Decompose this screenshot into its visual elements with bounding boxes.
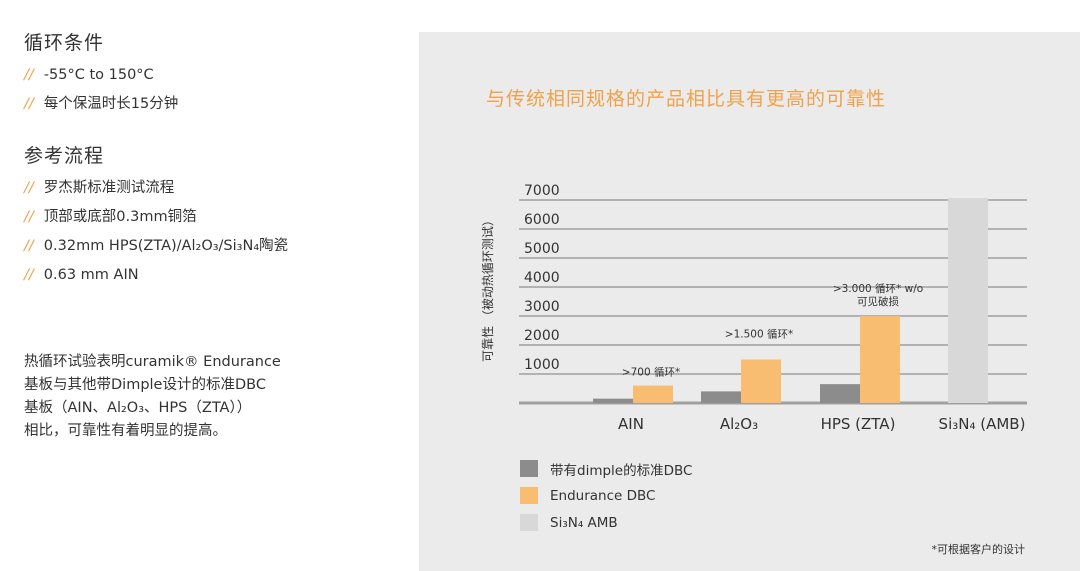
bullet-slash: // xyxy=(24,238,34,254)
legend-item: Endurance DBC xyxy=(520,482,692,509)
x-tick-label: HPS (ZTA) xyxy=(821,415,896,433)
bar-annotation: >3.000 循环* w/o 可见破损 xyxy=(833,282,923,308)
cycle-condition-temperature: -55°C to 150°C xyxy=(43,67,154,83)
legend-swatch-si3n4-amb xyxy=(520,514,538,531)
y-tick-label: 7000 xyxy=(524,183,560,199)
y-tick-label: 4000 xyxy=(524,270,560,286)
y-axis-label: 可靠性 （被动热循环测试） xyxy=(480,214,495,362)
legend-swatch-standard-dbc xyxy=(520,460,538,477)
x-tick-label: Si₃N₄ (AMB) xyxy=(939,415,1026,433)
chart-legend: 带有dimple的标准DBC Endurance DBC Si₃N₄ AMB xyxy=(520,455,692,536)
cycle-conditions-title: 循环条件 xyxy=(24,32,105,54)
y-tick-label: 6000 xyxy=(524,212,560,228)
list-item: // 0.63 mm AIN xyxy=(24,261,404,290)
bar-endurance-dbc xyxy=(633,385,673,403)
bar-endurance-dbc xyxy=(860,316,900,403)
left-info-column: 循环条件 //-55°C to 150°C //每个保温时长15分钟 参考流程 … xyxy=(24,28,404,290)
y-tick-label: 2000 xyxy=(524,328,560,344)
list-item: // 0.32mm HPS(ZTA)/Al₂O₃/Si₃N₄陶瓷 xyxy=(24,232,404,261)
summary-note: 热循环试验表明curamik® Endurance 基板与其他带Dimple设计… xyxy=(24,351,324,443)
process-item-standard: 罗杰斯标准测试流程 xyxy=(43,180,175,196)
summary-line: 基板与其他带Dimple设计的标准DBC xyxy=(24,377,266,393)
bar-standard-dbc xyxy=(820,384,860,403)
summary-line: 相比，可靠性有着明显的提高。 xyxy=(24,423,227,439)
bullet-slash: // xyxy=(24,180,34,196)
bar-standard-dbc xyxy=(593,398,633,403)
legend-label-si3n4-amb: Si₃N₄ AMB xyxy=(550,514,618,531)
y-tick-label: 3000 xyxy=(524,299,560,315)
y-tick-label: 1000 xyxy=(524,357,560,373)
list-item: // -55°C to 150°C xyxy=(24,61,404,90)
legend-item: Si₃N₄ AMB xyxy=(520,509,692,536)
legend-item: 带有dimple的标准DBC xyxy=(520,455,692,482)
bullet-slash: // xyxy=(24,96,34,112)
x-tick-label: Al₂O₃ xyxy=(720,415,758,433)
bar-si3n4-amb xyxy=(948,198,988,403)
bar-endurance-dbc xyxy=(741,359,781,403)
reference-process-title: 参考流程 xyxy=(24,145,105,167)
list-item: // 罗杰斯标准测试流程 xyxy=(24,174,404,203)
process-item-ceramic: 0.32mm HPS(ZTA)/Al₂O₃/Si₃N₄陶瓷 xyxy=(43,238,289,254)
process-item-ain: 0.63 mm AIN xyxy=(43,267,139,283)
bullet-slash: // xyxy=(24,267,34,283)
legend-label-standard-dbc: 带有dimple的标准DBC xyxy=(550,462,693,479)
chart-title: 与传统相同规格的产品相比具有更高的可靠性 xyxy=(486,88,887,110)
legend-label-endurance-dbc: Endurance DBC xyxy=(550,487,656,504)
list-item: // 每个保温时长15分钟 xyxy=(24,90,404,119)
chart-footnote: *可根据客户的设计 xyxy=(931,543,1026,556)
reliability-bar-chart: 1000 2000 3000 4000 5000 6000 7000 可靠性 （被动热循环测试… xyxy=(480,183,1027,433)
x-tick-label: AIN xyxy=(618,415,644,433)
process-item-copper: 顶部或底部0.3mm铜箔 xyxy=(43,209,197,225)
y-tick-label: 5000 xyxy=(524,241,560,257)
bar-annotation: >700 循环* xyxy=(622,366,680,379)
bullet-slash: // xyxy=(24,67,34,83)
summary-line: 基板（AIN、Al₂O₃、HPS（ZTA）） xyxy=(24,400,252,416)
summary-line: 热循环试验表明curamik® Endurance xyxy=(24,354,281,370)
bullet-slash: // xyxy=(24,209,34,225)
legend-swatch-endurance-dbc xyxy=(520,487,538,504)
bar-annotation: >1.500 循环* xyxy=(725,328,793,341)
cycle-condition-dwell: 每个保温时长15分钟 xyxy=(43,96,179,112)
list-item: // 顶部或底部0.3mm铜箔 xyxy=(24,203,404,232)
bar-standard-dbc xyxy=(701,391,741,403)
